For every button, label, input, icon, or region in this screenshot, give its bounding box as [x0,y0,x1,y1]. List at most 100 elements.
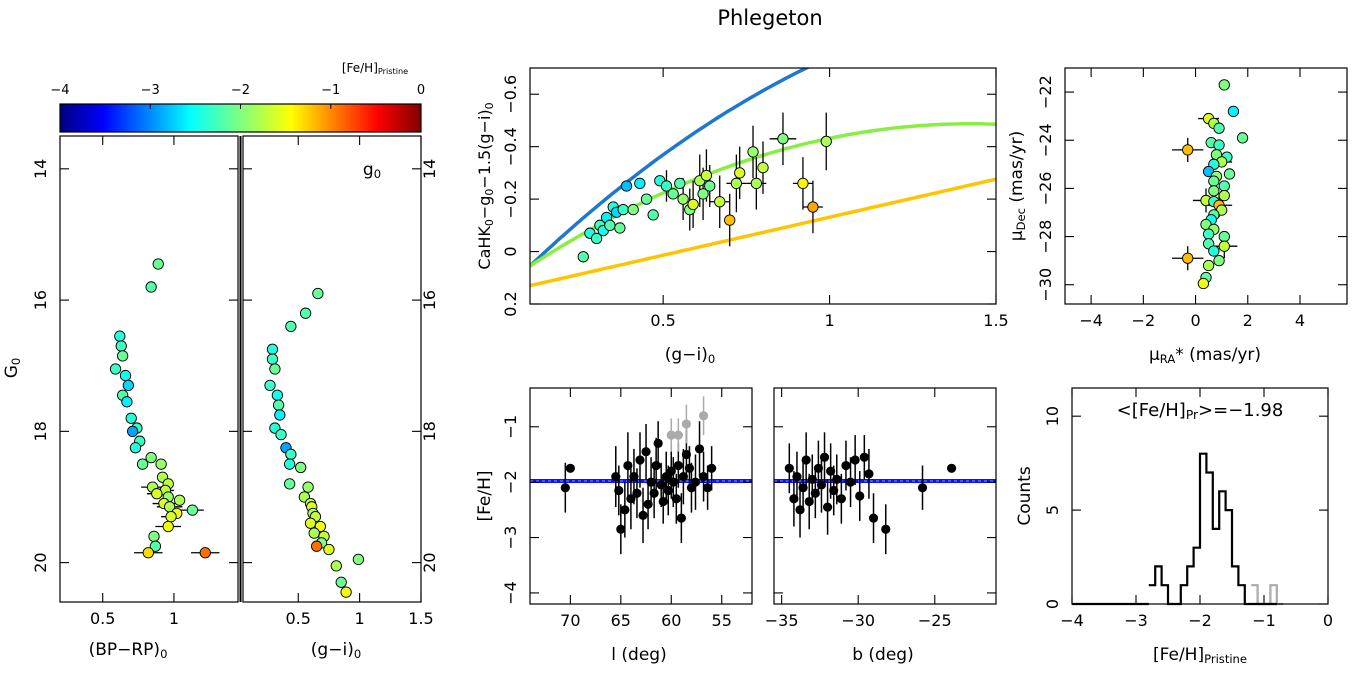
cmd-bprp-point [136,458,149,470]
cahk-xlabel: (g−i)0 [665,345,715,366]
colorbar-tick-label: −1 [321,83,340,98]
feh-l-point [671,494,681,504]
hist-ytick-label: 10 [1043,406,1062,426]
cmd-bprp-point [126,425,139,438]
cahk-point [697,188,709,200]
cahk-point [724,214,736,226]
cahk-xlabel-part: (g−i) [665,345,708,365]
cmd-gi-point [330,560,342,572]
pm-ytick-label: −22 [1036,75,1055,109]
feh-b-point [819,452,830,462]
cmd-bprp-ytick-label: 20 [31,552,50,572]
colorbar-label-part: Pristine [378,66,408,76]
feh-b-point [850,455,860,465]
pm-point [1213,255,1225,267]
cahk-point [674,177,686,190]
cahk-model-curve-3 [530,177,996,288]
cahk-point [667,188,679,200]
pm-point [1208,185,1220,197]
cahk-xtick-label: 1 [824,311,834,330]
feh-l-xlabel: l (deg) [611,645,666,665]
pm-ytick-label: −28 [1036,220,1055,254]
feh-l-point [614,485,624,496]
cmd-gi-xtick-label: 0.5 [286,609,311,628]
feh-b-point [855,491,865,501]
feh-b-point [784,463,794,473]
cahk-point [617,203,629,216]
cahk-xlabel-part: 0 [708,352,715,366]
cmd-bprp-xtick-label: 0.5 [90,609,115,628]
cmd-gi-point [285,320,297,332]
pm-ylabel-part: Dec [1014,208,1028,230]
cmd-gi-frame [242,135,422,603]
cahk-ytick-label: 0 [501,246,520,256]
cmd-gi-point [272,399,285,411]
feh-b-point [826,466,836,476]
feh-l-point [707,463,717,473]
feh-b-point [868,513,879,523]
hist-xtick-label: −4 [1060,611,1084,630]
cmd-bprp-point [145,281,157,293]
hist-xtick-label: −1 [1252,611,1276,630]
cmd-gi-point [323,543,335,556]
feh-l-point [666,430,676,440]
cmd-bprp-point [125,412,137,424]
cahk-ylabel-part: CaHK [475,226,494,270]
hist-xtick-label: 0 [1323,611,1333,630]
cmd-bprp-ylabel-part: 0 [9,358,23,365]
cmd-gi-point [269,363,281,375]
feh-b-point [801,455,811,465]
hist-annotation: <[Fe/H]Pr>=−1.98 [1117,400,1284,422]
feh-b-frame [773,387,997,605]
pm-point [1202,228,1215,240]
pm-point [1218,230,1230,243]
feh-b-point [810,488,820,498]
cahk-point [634,177,646,190]
feh-b-point [804,496,814,507]
cahk-ylabel-part: 0 [483,102,496,109]
feh-l-point [623,460,633,471]
cahk-point [734,167,746,179]
feh-l-ytick-label: −2 [501,470,520,494]
feh-l-point [684,463,695,473]
colorbar-tick-label: −2 [231,83,250,98]
feh-l-point [651,460,661,471]
colorbar-tick-label: −4 [50,83,69,98]
cmd-gi-point [302,481,314,493]
cahk-ylabel-part: −1.5(g−i) [475,109,494,188]
feh-l-point [676,513,686,523]
feh-b-point [832,474,842,484]
pm-point [1218,189,1230,202]
cahk-ylabel: CaHK0−g0−1.5(g−i)0 [475,102,496,269]
hist-ytick-label: 0 [1043,599,1062,609]
pm-point [1182,252,1194,264]
pm-xlabel-part: * (mas/yr) [1175,345,1261,365]
feh-l-point [641,447,651,457]
cahk-point [750,177,762,190]
pm-ytick-label: −30 [1036,268,1055,302]
pm-point [1218,79,1230,91]
colorbar-tick-label: −3 [141,83,160,98]
feh-l-point [673,430,683,440]
cmd-bprp-xlabel: (BP−RP)0 [89,640,168,661]
cmd-bprp-point [109,363,122,375]
cmd-gi-ytick-label: 14 [420,159,439,179]
cmd-gi-point [308,527,320,539]
cmd-bprp-point [145,451,157,464]
cmd-gi-point [312,287,324,300]
feh-b-point [792,472,802,482]
cmd-gi-point [352,553,365,565]
feh-l-frame [529,387,753,605]
hist-ylabel: Counts [1015,466,1035,525]
hist-xlabel-part: Pristine [1204,652,1247,666]
cmd-bprp-xlabel-part: (BP−RP) [89,640,161,660]
cahk-point [590,232,603,245]
cahk-point [647,209,659,221]
feh-b-point [859,452,869,462]
feh-b-point [845,477,856,487]
cahk-ytick-label: −0.4 [501,127,520,166]
cahk-ylabel-part: 0 [483,219,496,226]
cahk-point [807,201,819,213]
feh-l-point [698,411,709,421]
